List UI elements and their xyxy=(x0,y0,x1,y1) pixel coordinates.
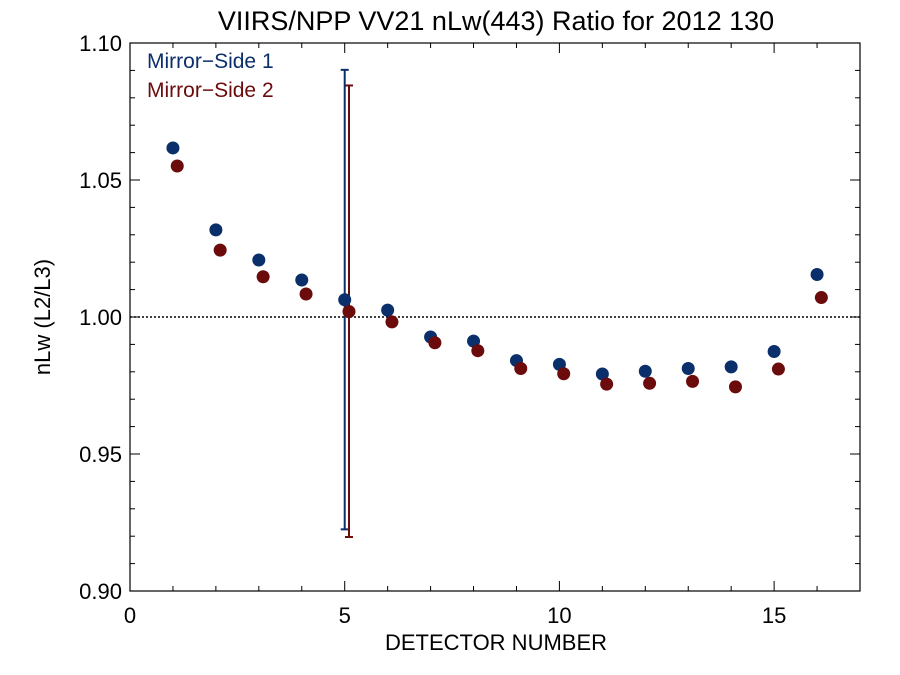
x-axis-label: DETECTOR NUMBER xyxy=(385,630,607,655)
y-tick-label: 1.00 xyxy=(79,305,122,330)
point-series-2 xyxy=(643,376,657,390)
x-tick-label: 5 xyxy=(339,603,351,628)
legend-entry-mirror-side-2: Mirror−Side 2 xyxy=(147,79,274,102)
point-series-2 xyxy=(213,243,227,257)
y-tick-labels: 0.90 0.95 1.00 1.05 1.10 xyxy=(79,31,122,604)
x-tick-label: 10 xyxy=(547,603,571,628)
point-series-1 xyxy=(767,345,781,359)
legend-entry-mirror-side-1: Mirror−Side 1 xyxy=(147,50,274,73)
point-series-2 xyxy=(170,159,184,173)
point-series-1 xyxy=(595,367,609,381)
point-series-1 xyxy=(252,253,266,267)
point-series-1 xyxy=(724,360,738,374)
point-series-2 xyxy=(600,377,614,391)
y-tick-label: 0.90 xyxy=(79,579,122,604)
point-series-2 xyxy=(686,374,700,388)
point-series-2 xyxy=(342,305,356,319)
point-series-2 xyxy=(428,336,442,350)
data-points xyxy=(166,141,828,394)
y-tick-label: 1.10 xyxy=(79,31,122,56)
point-series-2 xyxy=(299,287,313,301)
x-tick-labels: 0 5 10 15 xyxy=(124,603,786,628)
y-tick-label: 0.95 xyxy=(79,442,122,467)
x-tick-label: 0 xyxy=(124,603,136,628)
point-series-2 xyxy=(385,315,399,329)
point-series-1 xyxy=(166,141,180,155)
point-series-2 xyxy=(514,362,528,376)
chart-title: VIIRS/NPP VV21 nLw(443) Ratio for 2012 1… xyxy=(218,6,774,36)
point-series-2 xyxy=(814,291,828,305)
point-series-1 xyxy=(338,293,352,307)
point-series-1 xyxy=(638,364,652,378)
point-series-1 xyxy=(381,303,395,317)
point-series-2 xyxy=(728,380,742,394)
y-tick-label: 1.05 xyxy=(79,168,122,193)
point-series-2 xyxy=(557,367,571,381)
point-series-1 xyxy=(681,362,695,376)
legend: Mirror−Side 1 Mirror−Side 2 xyxy=(147,50,274,102)
point-series-1 xyxy=(810,268,824,282)
point-series-1 xyxy=(209,223,223,237)
point-series-2 xyxy=(471,344,485,358)
tick-marks xyxy=(129,42,860,592)
point-series-1 xyxy=(295,273,309,287)
point-series-2 xyxy=(256,270,270,284)
y-axis-label: nLw (L2/L3) xyxy=(30,259,55,375)
point-series-2 xyxy=(771,362,785,376)
x-tick-label: 15 xyxy=(762,603,786,628)
